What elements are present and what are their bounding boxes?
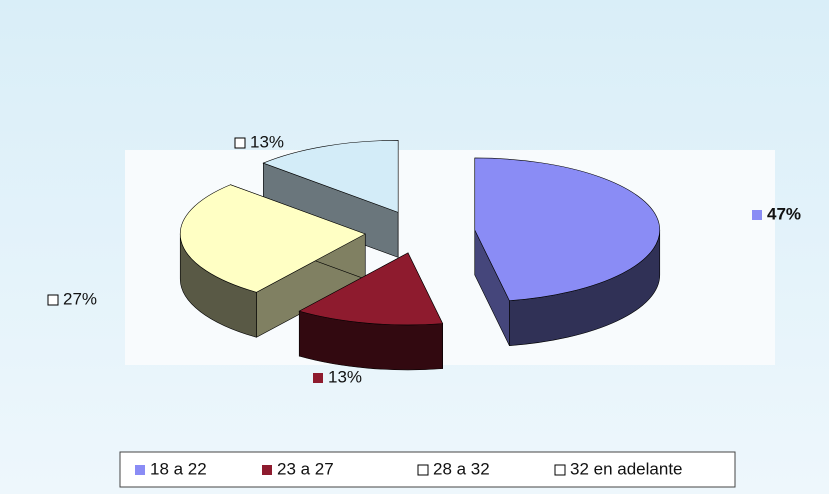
data-label: 27%	[63, 289, 97, 308]
slice	[298, 252, 444, 326]
legend-swatch	[554, 464, 566, 476]
slice	[474, 157, 661, 302]
data-label: 13%	[328, 367, 362, 386]
data-label: 47%	[767, 204, 801, 223]
legend-label: 23 a 27	[277, 459, 334, 478]
legend-box	[119, 451, 736, 488]
slice	[180, 184, 366, 293]
legend-swatch	[262, 465, 272, 475]
legend-swatch	[135, 465, 145, 475]
label-swatch	[47, 294, 59, 306]
legend-label: 32 en adelante	[570, 459, 683, 478]
label-swatch	[752, 210, 762, 220]
data-label: 13%	[250, 132, 284, 151]
slice	[262, 140, 399, 213]
label-swatch	[234, 137, 246, 149]
legend-swatch	[417, 464, 429, 476]
label-swatch	[313, 373, 323, 383]
legend-label: 28 a 32	[433, 459, 490, 478]
legend-label: 18 a 22	[150, 459, 207, 478]
